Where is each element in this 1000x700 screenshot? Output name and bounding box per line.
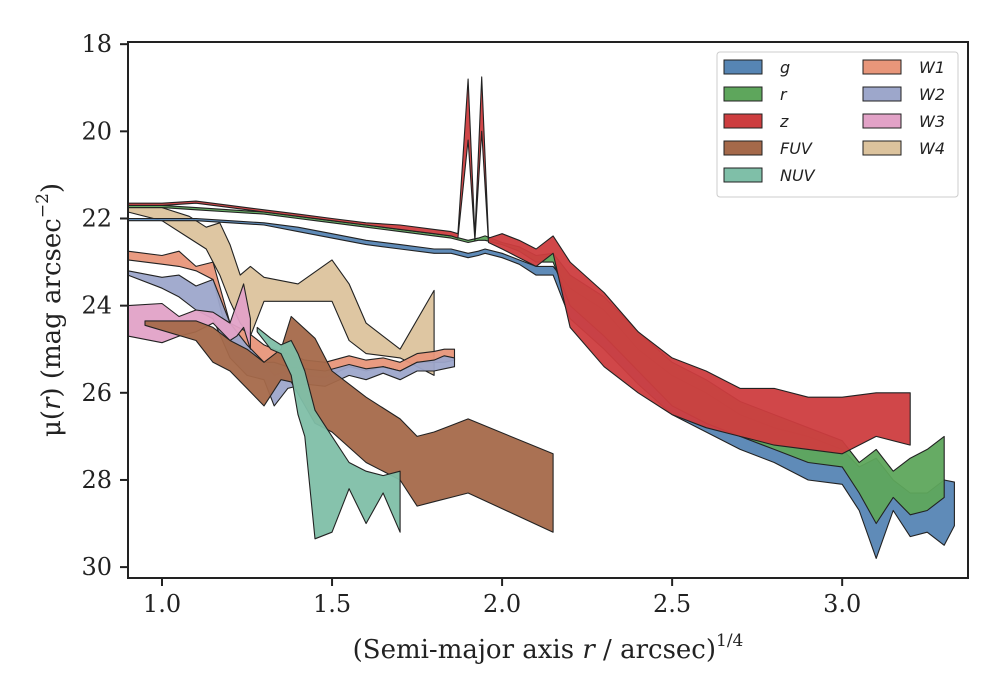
x-axis-label: (Semi-major axis r / arcsec)1/4 [353, 631, 744, 665]
series-band-g [127, 217, 955, 559]
y-tick-label: 20 [81, 117, 112, 145]
y-tick-label: 28 [81, 466, 112, 494]
series-band-z [127, 76, 911, 455]
legend-swatch-z [723, 113, 763, 129]
x-tick-label: 3.0 [823, 590, 861, 618]
legend-label-z: z [779, 112, 789, 131]
legend-label-nuv: NUV [780, 166, 816, 185]
series-band-r [127, 204, 945, 525]
series-band-nuv [256, 326, 401, 540]
x-tick-label: 1.0 [143, 590, 181, 618]
series-band-w3 [127, 283, 251, 350]
legend-swatch-g [723, 59, 763, 75]
legend-swatch-fuv [723, 140, 763, 156]
series-band-fuv [144, 315, 554, 533]
legend-swatch-w1 [862, 59, 902, 75]
legend-swatch-r [723, 86, 763, 102]
legend-label-fuv: FUV [780, 139, 813, 158]
legend-swatch-nuv [723, 167, 763, 183]
legend-label-r: r [780, 85, 788, 104]
y-axis-label: μ(r) (mag arcsec−2) [33, 183, 67, 437]
y-tick-label: 26 [81, 379, 112, 407]
x-tick-label: 2.5 [653, 590, 691, 618]
legend: grz FUV NUV W1 W2 W3 W4 [716, 51, 959, 198]
y-tick-label: 18 [81, 30, 112, 58]
y-tick-label: 24 [81, 292, 112, 320]
legend-swatch-w2 [862, 86, 902, 102]
legend-label-w4: W4 [919, 139, 945, 158]
legend-label-g: g [780, 58, 790, 77]
plot-frame [127, 41, 969, 579]
series-band-w4 [127, 207, 435, 376]
legend-label-w2: W2 [919, 85, 945, 104]
legend-label-w3: W3 [919, 112, 945, 131]
legend-swatch-w3 [862, 113, 902, 129]
legend-swatch-w4 [862, 140, 902, 156]
y-tick-label: 30 [81, 553, 112, 581]
legend-label-w1: W1 [919, 58, 945, 77]
x-axis: 1.0 1.5 2.0 2.5 3.0 [143, 578, 861, 618]
y-axis: 18 20 22 24 26 28 30 [81, 30, 128, 581]
x-tick-label: 2.0 [483, 590, 521, 618]
x-tick-label: 1.5 [313, 590, 351, 618]
y-tick-label: 22 [81, 204, 112, 232]
series-layer [127, 76, 955, 559]
